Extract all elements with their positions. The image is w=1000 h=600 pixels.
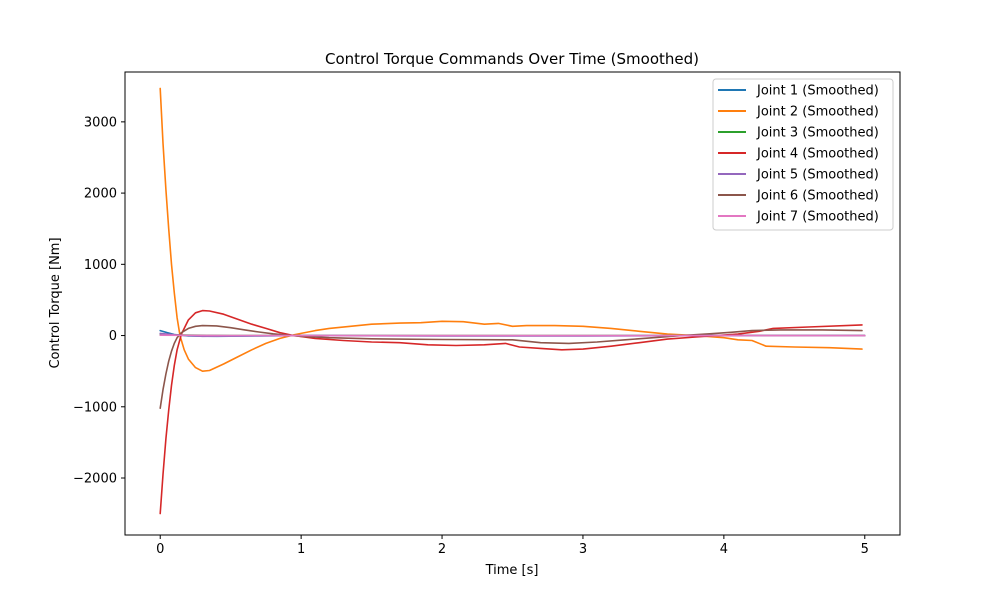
x-axis-ticks: 0 1 2 3 4 5 [156,535,869,557]
y-axis-ticks: −2000 −1000 0 1000 2000 3000 [73,115,125,487]
legend-label-joint-5: Joint 5 (Smoothed) [756,168,879,183]
x-tick-label: 0 [156,542,164,557]
legend-label-joint-6: Joint 6 (Smoothed) [756,189,879,204]
legend-label-joint-2: Joint 2 (Smoothed) [756,105,879,120]
y-tick-label: −1000 [73,400,117,415]
legend-label-joint-4: Joint 4 (Smoothed) [756,147,879,162]
x-tick-label: 1 [297,542,305,557]
chart-title: Control Torque Commands Over Time (Smoot… [325,50,699,68]
series-line-joint-4 [159,309,863,515]
legend: Joint 1 (Smoothed) Joint 2 (Smoothed) Join… [712,78,894,231]
plot-area-frame [124,71,901,536]
legend-label-joint-7: Joint 7 (Smoothed) [756,210,879,225]
y-tick-label: 2000 [84,187,117,202]
y-tick-label: 0 [109,329,117,344]
x-tick-label: 5 [861,542,869,557]
legend-label-joint-1: Joint 1 (Smoothed) [756,84,879,99]
x-axis-label: Time [s] [485,563,539,578]
y-axis-label: Control Torque [Nm] [48,237,63,368]
y-tick-label: −2000 [73,472,117,487]
x-tick-label: 2 [438,542,446,557]
y-tick-label: 1000 [84,258,117,273]
x-tick-label: 3 [579,542,587,557]
legend-label-joint-3: Joint 3 (Smoothed) [756,126,879,141]
legend-items: Joint 1 (Smoothed) Joint 2 (Smoothed) Join… [718,84,879,225]
x-tick-label: 4 [720,542,728,557]
plot-lines [159,87,866,515]
y-tick-label: 3000 [84,115,117,130]
legend-box [712,78,894,231]
